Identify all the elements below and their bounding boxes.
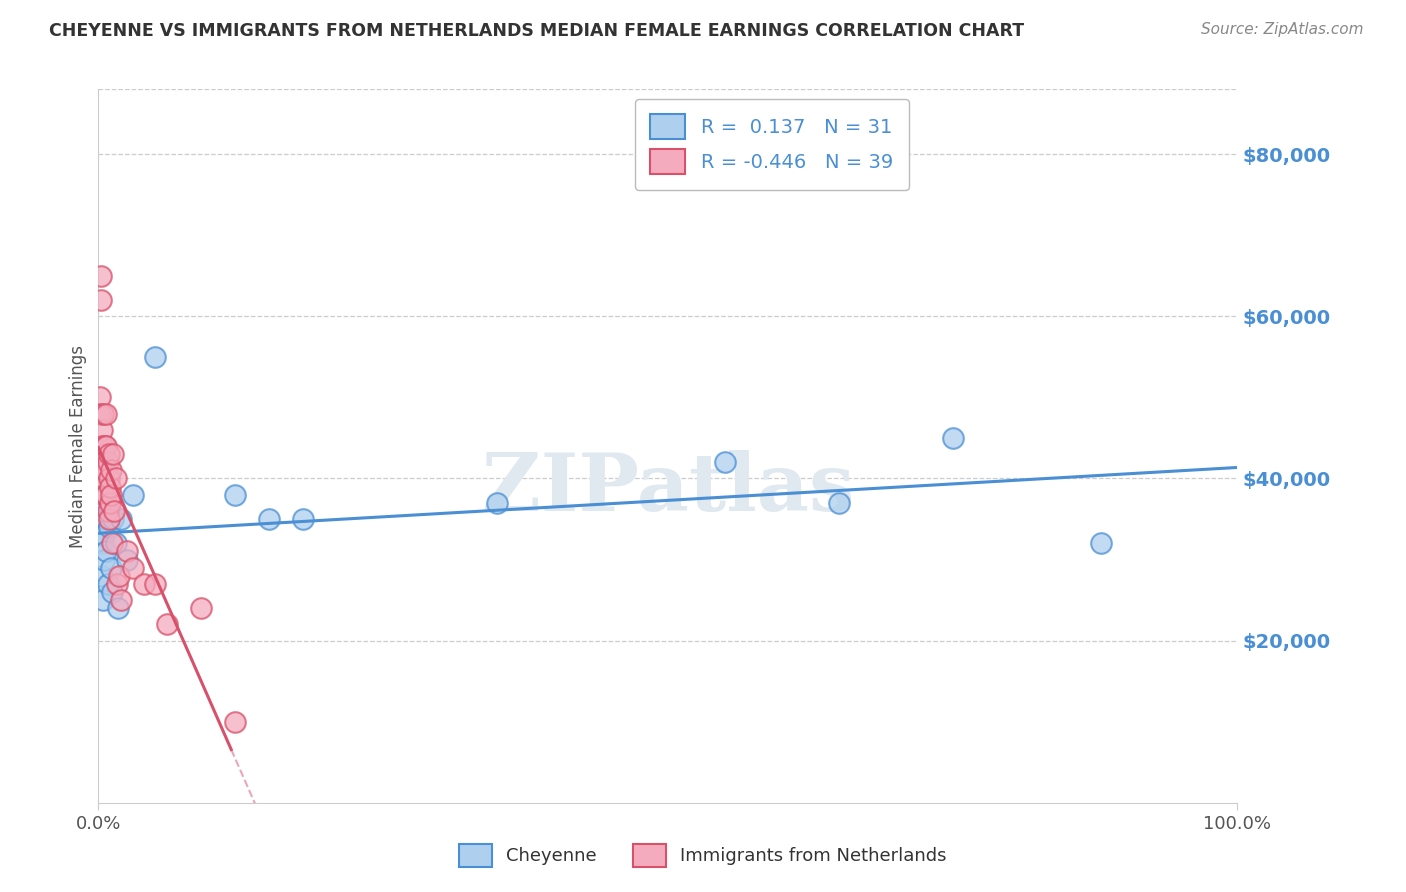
Point bbox=[94, 439, 117, 453]
Point bbox=[89, 407, 111, 421]
Point bbox=[486, 496, 509, 510]
Point bbox=[96, 577, 118, 591]
Point bbox=[90, 455, 112, 469]
Point bbox=[90, 536, 112, 550]
Point bbox=[108, 568, 131, 582]
Point bbox=[96, 512, 118, 526]
Point bbox=[94, 463, 117, 477]
Text: Source: ZipAtlas.com: Source: ZipAtlas.com bbox=[1201, 22, 1364, 37]
Point bbox=[91, 471, 114, 485]
Point bbox=[90, 439, 112, 453]
Point bbox=[100, 560, 122, 574]
Point bbox=[145, 350, 167, 364]
Point bbox=[98, 496, 121, 510]
Point bbox=[1090, 536, 1112, 550]
Point bbox=[121, 560, 143, 574]
Point bbox=[89, 390, 111, 404]
Point bbox=[93, 447, 115, 461]
Point bbox=[90, 423, 112, 437]
Point bbox=[97, 447, 120, 461]
Point bbox=[104, 471, 127, 485]
Point bbox=[101, 536, 124, 550]
Point bbox=[104, 536, 127, 550]
Point bbox=[93, 528, 115, 542]
Point bbox=[121, 488, 143, 502]
Point bbox=[714, 455, 737, 469]
Point bbox=[96, 439, 118, 453]
Point bbox=[89, 504, 111, 518]
Point bbox=[115, 544, 138, 558]
Point bbox=[292, 512, 315, 526]
Point bbox=[90, 512, 112, 526]
Point bbox=[94, 488, 117, 502]
Point bbox=[110, 512, 132, 526]
Point bbox=[98, 479, 121, 493]
Point bbox=[224, 488, 246, 502]
Point bbox=[100, 463, 122, 477]
Point bbox=[91, 593, 114, 607]
Point bbox=[96, 488, 118, 502]
Y-axis label: Median Female Earnings: Median Female Earnings bbox=[69, 344, 87, 548]
Point bbox=[98, 496, 121, 510]
Point bbox=[93, 552, 115, 566]
Point bbox=[100, 488, 122, 502]
Point bbox=[91, 504, 114, 518]
Text: CHEYENNE VS IMMIGRANTS FROM NETHERLANDS MEDIAN FEMALE EARNINGS CORRELATION CHART: CHEYENNE VS IMMIGRANTS FROM NETHERLANDS … bbox=[49, 22, 1025, 40]
Point bbox=[156, 617, 179, 632]
Point bbox=[93, 488, 115, 502]
Point bbox=[132, 577, 155, 591]
Point bbox=[103, 504, 125, 518]
Point bbox=[96, 504, 118, 518]
Point bbox=[110, 593, 132, 607]
Point bbox=[259, 512, 281, 526]
Legend: Cheyenne, Immigrants from Netherlands: Cheyenne, Immigrants from Netherlands bbox=[453, 837, 953, 874]
Point bbox=[101, 585, 124, 599]
Point bbox=[145, 577, 167, 591]
Point bbox=[224, 714, 246, 729]
Point bbox=[90, 568, 112, 582]
Point bbox=[103, 447, 125, 461]
Point bbox=[90, 268, 112, 283]
Point bbox=[97, 520, 120, 534]
Point bbox=[103, 512, 125, 526]
Point bbox=[105, 577, 128, 591]
Point bbox=[190, 601, 212, 615]
Point bbox=[828, 496, 851, 510]
Point bbox=[97, 471, 120, 485]
Text: ZIPatlas: ZIPatlas bbox=[482, 450, 853, 528]
Point bbox=[115, 552, 138, 566]
Point bbox=[96, 455, 118, 469]
Point bbox=[942, 431, 965, 445]
Point bbox=[96, 544, 118, 558]
Point bbox=[107, 601, 129, 615]
Legend: R =  0.137   N = 31, R = -0.446   N = 39: R = 0.137 N = 31, R = -0.446 N = 39 bbox=[634, 99, 908, 190]
Point bbox=[91, 407, 114, 421]
Point bbox=[96, 407, 118, 421]
Point bbox=[97, 512, 120, 526]
Point bbox=[90, 293, 112, 307]
